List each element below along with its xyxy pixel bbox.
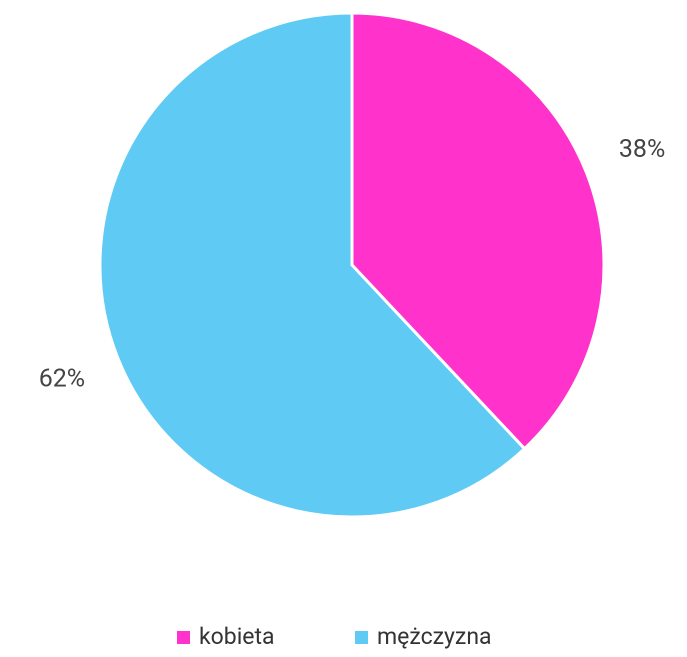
legend-label: mężczyzna (377, 623, 492, 650)
pie-slice (350, 11, 606, 451)
legend-swatch (177, 631, 190, 644)
legend-swatch (355, 631, 368, 644)
slice-label: 38% (619, 135, 665, 164)
legend-label: kobieta (199, 623, 275, 650)
slice-label: 62% (39, 364, 85, 393)
pie-slice (98, 11, 527, 519)
